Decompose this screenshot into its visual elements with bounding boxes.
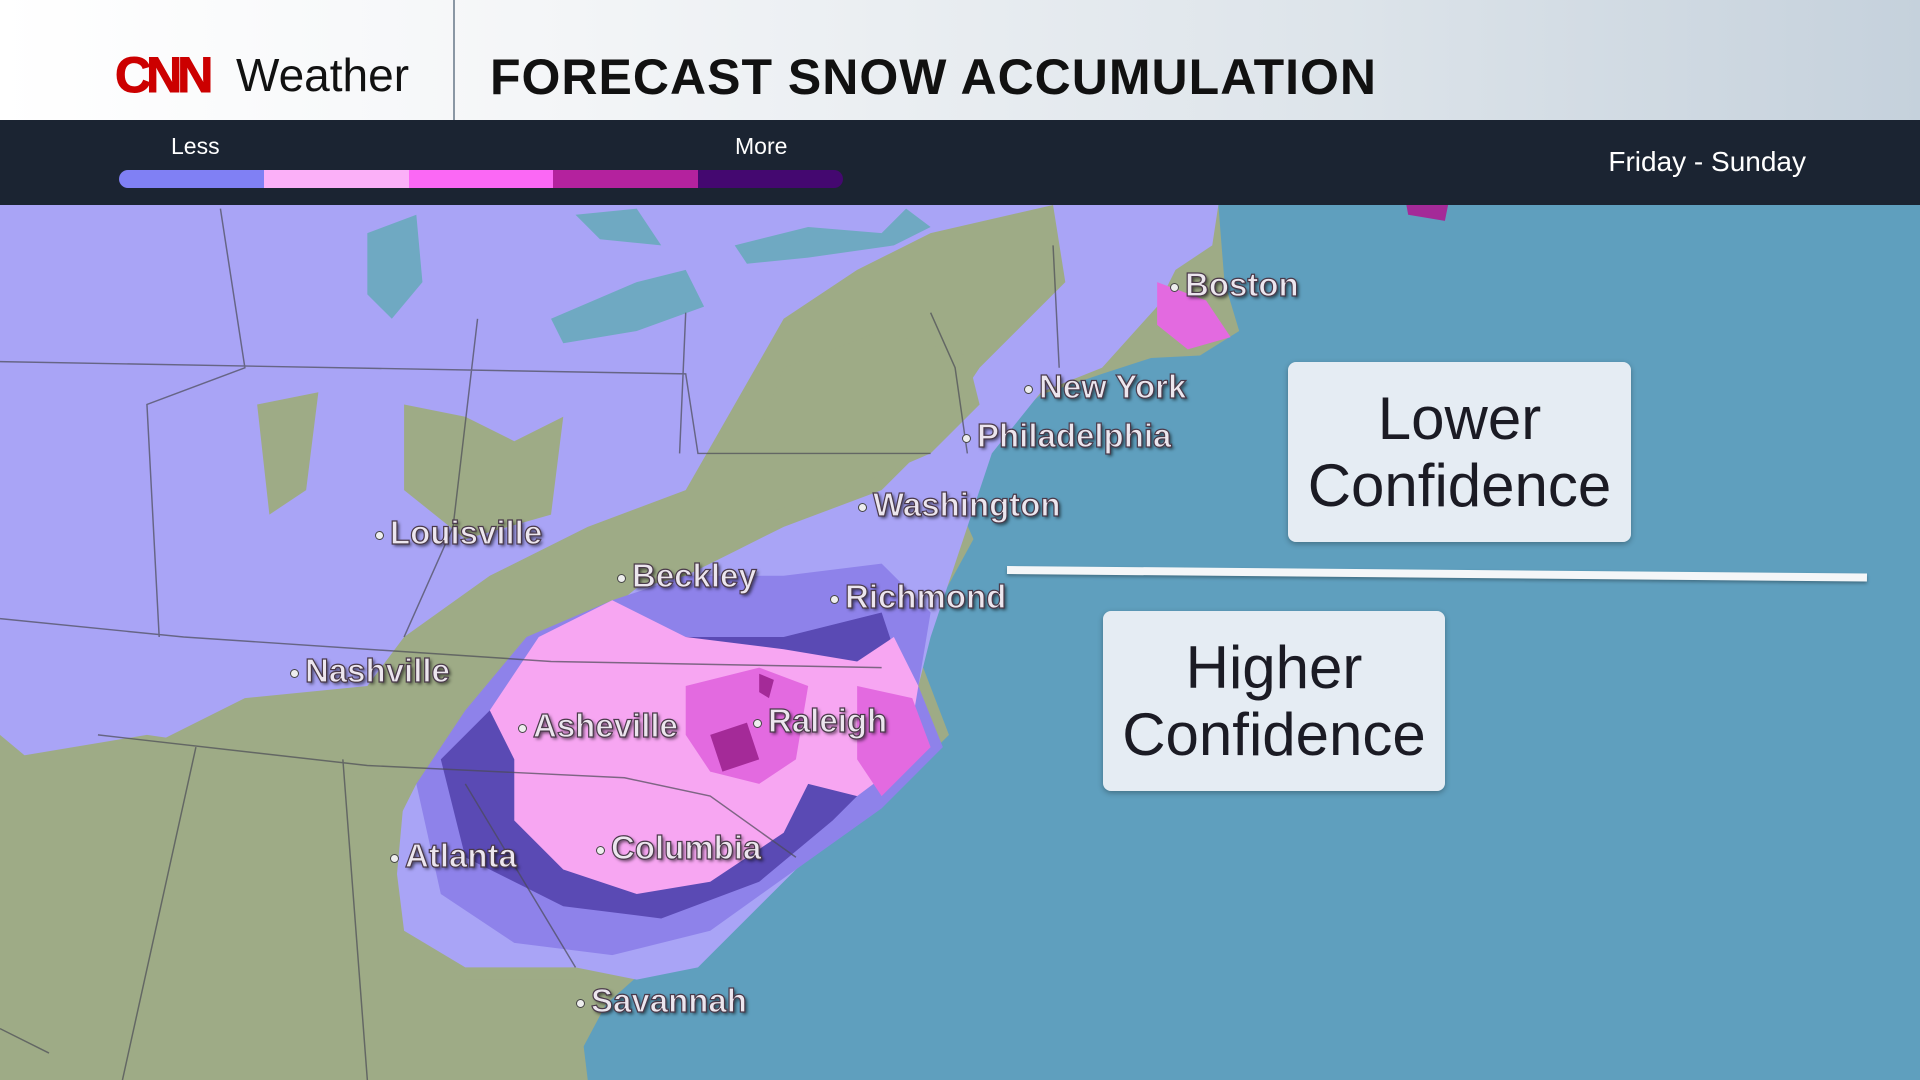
scale-segment	[263, 170, 409, 188]
city-label: Asheville	[518, 706, 679, 745]
forecast-period: Friday - Sunday	[1608, 146, 1806, 177]
city-label: Richmond	[830, 577, 1007, 616]
city-dot-icon	[858, 502, 867, 512]
city-dot-icon	[596, 845, 605, 855]
snow-accumulation-map	[0, 205, 1920, 1080]
cnn-logo: CNN	[114, 47, 213, 104]
city-dot-icon	[576, 998, 585, 1008]
city-label: New York	[1024, 367, 1187, 406]
city-dot-icon	[830, 594, 839, 604]
legend-more-label: More	[735, 133, 788, 159]
city-label: Nashville	[290, 651, 451, 690]
city-label: Raleigh	[753, 701, 888, 740]
city-label: Washington	[858, 485, 1061, 524]
city-label: Atlanta	[390, 836, 517, 875]
header: CNN Weather FORECAST SNOW ACCUMULATION	[0, 0, 1920, 120]
city-dot-icon	[1170, 282, 1179, 292]
scale-segment	[553, 170, 699, 188]
scale-segment	[408, 170, 554, 188]
state-borders	[0, 208, 1060, 1080]
header-divider	[453, 0, 455, 120]
green-lowland	[0, 331, 980, 1080]
city-label: Beckley	[617, 556, 757, 595]
lower-confidence-box: Lower Confidence	[1288, 362, 1631, 542]
city-dot-icon	[290, 668, 299, 678]
city-dot-icon	[375, 530, 384, 540]
city-label: Savannah	[576, 981, 748, 1020]
city-dot-icon	[1024, 384, 1033, 394]
great-lakes	[367, 208, 931, 344]
city-dot-icon	[390, 853, 399, 863]
scale-segment	[698, 170, 843, 188]
higher-confidence-box: Higher Confidence	[1103, 611, 1445, 791]
city-label: Philadelphia	[962, 416, 1172, 455]
city-dot-icon	[617, 573, 626, 583]
city-label: Columbia	[596, 828, 762, 867]
color-scale	[119, 170, 843, 188]
city-dot-icon	[753, 718, 762, 728]
brand-label: Weather	[236, 49, 410, 101]
scale-segment	[119, 170, 264, 188]
page-title: FORECAST SNOW ACCUMULATION	[490, 49, 1378, 105]
city-label: Boston	[1170, 265, 1299, 304]
city-dot-icon	[518, 723, 527, 733]
legend-less-label: Less	[171, 133, 220, 159]
city-label: Louisville	[375, 513, 543, 552]
city-dot-icon	[962, 433, 971, 443]
legend-bar: Less More Friday - Sunday	[0, 120, 1920, 205]
